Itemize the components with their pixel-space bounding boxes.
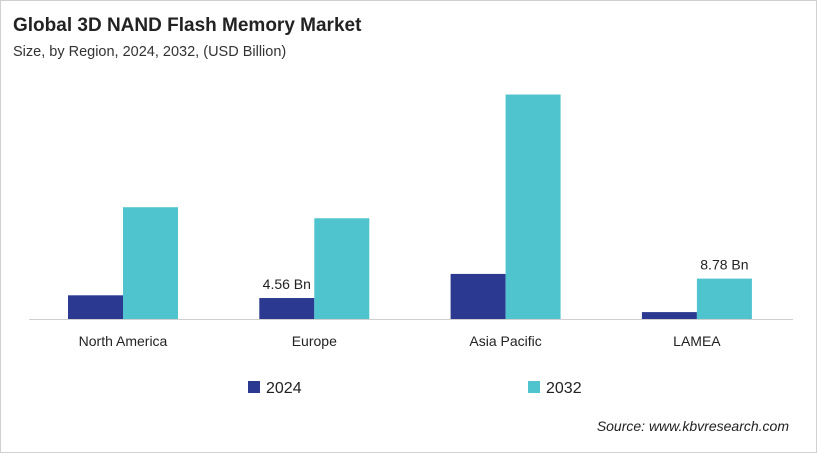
legend-swatch-2032 [528, 381, 540, 393]
chart-subtitle: Size, by Region, 2024, 2032, (USD Billio… [13, 44, 287, 60]
x-tick-label: Asia Pacific [469, 333, 541, 349]
legend-swatch-2024 [248, 381, 260, 393]
data-label: 8.78 Bn [700, 257, 748, 273]
bar-north-america-2024 [68, 295, 123, 319]
x-tick-label: Europe [292, 333, 337, 349]
bar-asia-pacific-2024 [450, 273, 506, 319]
legend-label-2032: 2032 [546, 380, 582, 397]
bar-lamea-2024 [641, 312, 697, 319]
data-label: 4.56 Bn [263, 276, 311, 292]
bar-lamea-2032 [696, 278, 752, 319]
chart-title: Global 3D NAND Flash Memory Market [13, 15, 362, 36]
x-tick-label: LAMEA [673, 333, 721, 349]
bar-north-america-2032 [123, 207, 178, 319]
legend-label-2024: 2024 [266, 380, 302, 397]
source-credit: Source: www.kbvresearch.com [596, 418, 789, 434]
bar-europe-2032 [314, 218, 370, 319]
bar-asia-pacific-2032 [505, 94, 561, 320]
bar-europe-2024 [259, 298, 315, 319]
x-tick-label: North America [79, 333, 168, 349]
